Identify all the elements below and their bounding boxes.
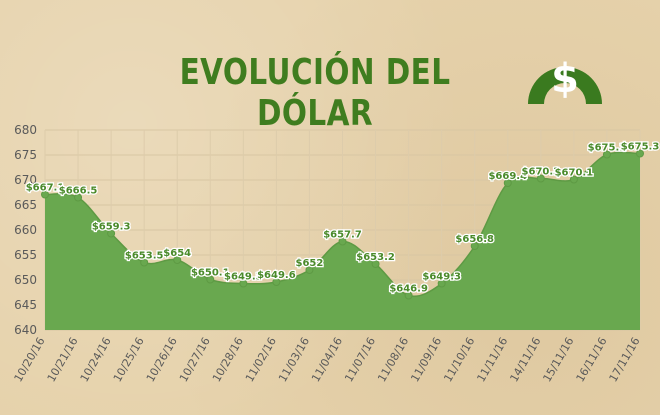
x-tick-label: 10/20/16 — [12, 335, 48, 384]
x-tick-label: 11/11/16 — [474, 335, 510, 384]
x-tick-label: 17/11/16 — [607, 335, 643, 384]
data-label: $649.3 — [422, 272, 461, 283]
x-tick-label: 16/11/16 — [574, 335, 610, 384]
data-point — [74, 193, 83, 202]
data-label: $670.1 — [555, 168, 594, 179]
y-tick-label: 660 — [14, 223, 37, 237]
data-point — [206, 275, 215, 284]
x-tick-label: 11/03/16 — [276, 335, 312, 384]
data-point — [404, 291, 413, 300]
data-label: $675.3 — [621, 142, 660, 153]
data-label: $675.1 — [588, 143, 627, 154]
y-tick-label: 665 — [14, 198, 37, 212]
series-area — [45, 152, 640, 330]
data-label: $666.5 — [59, 186, 98, 197]
data-label: $657.7 — [323, 230, 362, 241]
data-point — [437, 279, 446, 288]
data-point — [503, 179, 512, 187]
data-point — [602, 150, 611, 159]
x-tick-label: 11/07/16 — [342, 335, 378, 384]
data-point — [536, 174, 545, 183]
data-point — [41, 190, 49, 199]
data-point — [140, 258, 149, 267]
y-tick-label: 655 — [14, 248, 37, 262]
x-tick-label: 11/10/16 — [441, 335, 477, 384]
y-tick-label: 675 — [14, 148, 37, 162]
dollar-symbol: $ — [551, 56, 579, 102]
data-point — [173, 256, 182, 264]
data-label: $650.1 — [191, 268, 230, 279]
y-tick-label: 670 — [14, 173, 37, 187]
x-tick-label: 11/04/16 — [309, 335, 345, 384]
data-point — [305, 266, 314, 274]
x-tick-label: 11/09/16 — [408, 335, 444, 384]
data-point — [470, 242, 479, 250]
x-tick-label: 10/24/16 — [78, 335, 114, 384]
x-tick-label: 14/11/16 — [507, 335, 543, 384]
data-point — [569, 175, 578, 184]
data-label: $659.3 — [92, 222, 131, 233]
data-label: $653.2 — [356, 252, 395, 263]
x-tick-label: 10/21/16 — [45, 335, 81, 384]
data-label: $654 — [163, 248, 191, 259]
dollar-coin-icon: $ — [528, 56, 602, 104]
chart-title: EVOLUCIÓN DEL DÓLAR — [179, 52, 451, 134]
x-tick-label: 10/27/16 — [177, 335, 213, 384]
y-tick-label: 640 — [14, 323, 37, 337]
data-label: $656.8 — [455, 234, 494, 245]
data-point — [272, 278, 281, 286]
y-tick-label: 650 — [14, 273, 37, 287]
data-label: $646.9 — [389, 284, 428, 295]
y-tick-label: 645 — [14, 298, 37, 312]
data-label: $669.4 — [488, 171, 527, 182]
x-tick-label: 15/11/16 — [541, 335, 577, 384]
data-point — [636, 149, 644, 158]
data-label: $653.5 — [125, 251, 164, 262]
data-label: $667.1 — [26, 183, 65, 194]
x-tick-label: 10/26/16 — [144, 335, 180, 384]
x-tick-label: 11/08/16 — [375, 335, 411, 384]
data-point — [239, 279, 248, 288]
data-label: $652 — [296, 258, 324, 269]
data-label: $649.3 — [224, 272, 263, 283]
x-tick-label: 10/25/16 — [111, 335, 147, 384]
y-tick-label: 680 — [14, 123, 37, 137]
data-label: $649.6 — [257, 270, 296, 281]
data-point — [371, 260, 380, 268]
x-tick-label: 11/02/16 — [243, 335, 279, 384]
data-point — [338, 237, 347, 246]
data-label: $670.3 — [522, 167, 561, 178]
x-tick-label: 10/28/16 — [210, 335, 246, 384]
data-point — [107, 229, 116, 238]
